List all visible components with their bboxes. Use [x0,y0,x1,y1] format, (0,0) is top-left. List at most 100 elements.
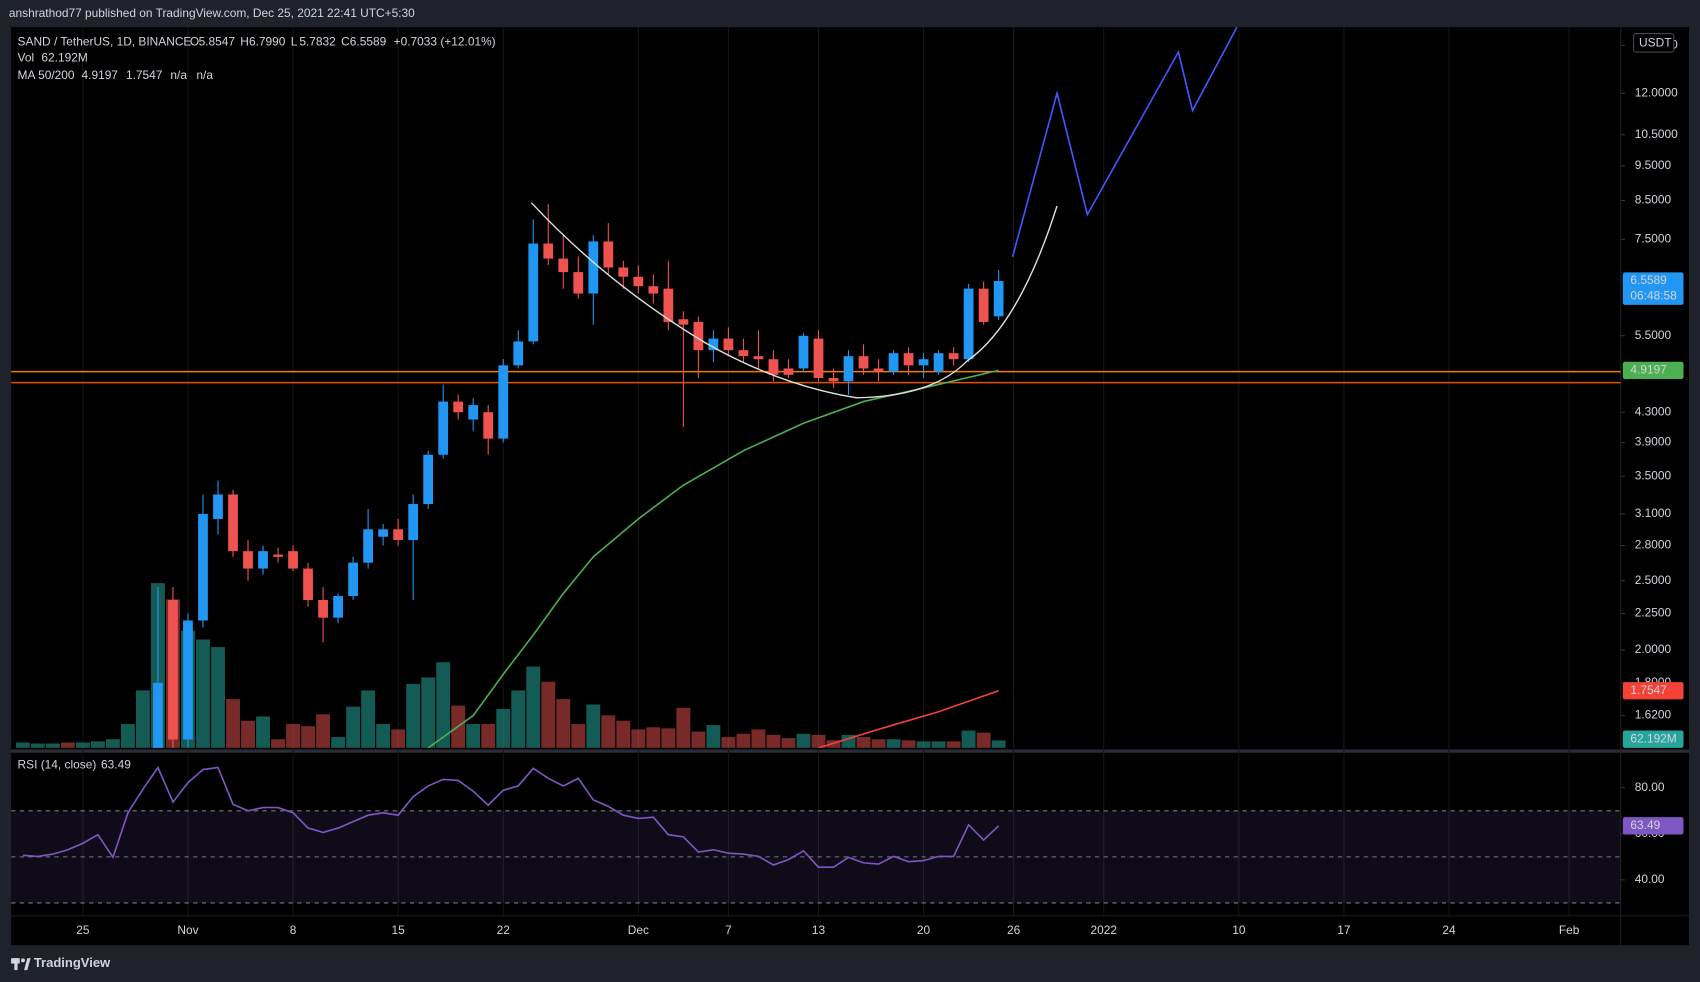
candle-body [258,551,268,569]
ma-tag: 1.7547 [1630,683,1667,697]
volume-bar [961,730,976,748]
candle-body [993,281,1004,317]
volume-bar [226,699,240,748]
volume-bar [781,738,796,748]
candle-body [618,267,629,277]
candle-body [333,596,343,618]
volume-name: Vol [18,51,35,65]
change: +0.7033 (+12.01%) [394,34,496,48]
volume-bar [256,716,270,748]
rsi-tag: 63.49 [1630,818,1660,832]
volume-bar [135,690,150,748]
candle-body [498,365,509,439]
logo-part [24,958,31,971]
candle-body [168,599,178,740]
rsi-tick-label: 80.00 [1635,780,1665,794]
logo-part [21,958,25,963]
candle-body [918,359,929,366]
y-tick-label: 4.3000 [1635,404,1672,418]
rsi-tag-bg [1622,817,1684,835]
candle-body [693,321,704,351]
candle-body [738,350,749,357]
candle-body [948,353,959,360]
x-tick-label: 17 [1337,923,1351,937]
ma-line [427,369,999,748]
candle-body [843,356,854,382]
candle-body [663,288,674,322]
candle-body [303,568,313,600]
rsi-value: 63.49 [101,757,131,771]
volume-bar [75,742,90,748]
x-tick-label: Dec [628,923,649,937]
candle-body [768,359,779,375]
footer-logo [11,958,31,971]
volume-bar [706,725,721,748]
unit-label: USDT [1639,36,1671,50]
volume-bar [481,724,496,748]
ohlc-key: H [240,34,249,48]
candle-body [453,401,464,413]
rsi-tick-label: 40.00 [1635,872,1665,886]
candle-body [903,353,914,366]
logo-part [14,958,18,971]
candle-body [243,551,253,569]
volume-bar [346,706,361,748]
volume-bar [991,740,1006,748]
candle-body [273,554,283,557]
candle-body [588,241,599,294]
volume-bar [631,729,646,748]
price-pane [11,204,1621,748]
volume-tag-bg [1622,730,1684,748]
volume-bar [496,708,511,748]
x-tick-label: 2022 [1090,923,1117,937]
y-tick-label: 3.5000 [1635,468,1672,482]
rsi-name: RSI (14, close) [18,757,97,771]
y-tick-label: 12.0000 [1635,85,1678,99]
x-tick-label: Feb [1559,923,1580,937]
volume-bar [45,743,60,748]
volume-bar [466,724,481,748]
last-price-time: 06:48:58 [1630,288,1677,302]
y-tick-label: 2.0000 [1635,642,1672,656]
candle-body [888,353,899,372]
candle-body [783,368,794,375]
ohlc-value: 6.7990 [249,34,286,48]
ma-tag-bg [1622,361,1684,380]
candle-body [933,353,944,372]
volume-bar [105,739,120,748]
volume-bar [15,742,30,748]
volume-value: 62.192M [41,51,87,65]
volume-bar [931,741,946,748]
volume-bar [976,732,991,748]
volume-bar [301,726,316,748]
y-tick-label: 2.2500 [1635,606,1672,620]
ohlc-value: 6.5589 [350,34,387,48]
volume-bar [541,681,556,748]
volume-bar [601,715,616,748]
volume-bar [586,704,601,748]
volume-bar [196,639,210,748]
y-tick-label: 1.6200 [1635,708,1672,722]
x-tick-label: 22 [497,923,511,937]
volume-bar [721,737,736,748]
volume-bar [406,683,421,748]
ma-value: 4.9197 [82,68,119,82]
x-tick-label: Nov [177,923,198,937]
volume-tag: 62.192M [1630,731,1676,745]
ma-tag: 4.9197 [1630,363,1667,377]
volume-bar [271,739,285,748]
candle-body [213,494,223,519]
y-tick-label: 2.5000 [1635,573,1672,587]
candle-body [423,454,434,505]
rsi-pane [11,765,1621,904]
volume-bar [30,743,45,748]
candle-body [348,562,358,597]
volume-bar [796,733,811,748]
candle-body [723,338,734,351]
x-tick-label: 25 [76,923,90,937]
candle-body [573,272,584,294]
volume-bar [886,739,901,748]
volume-bar [901,740,916,748]
candle-body [438,401,449,455]
